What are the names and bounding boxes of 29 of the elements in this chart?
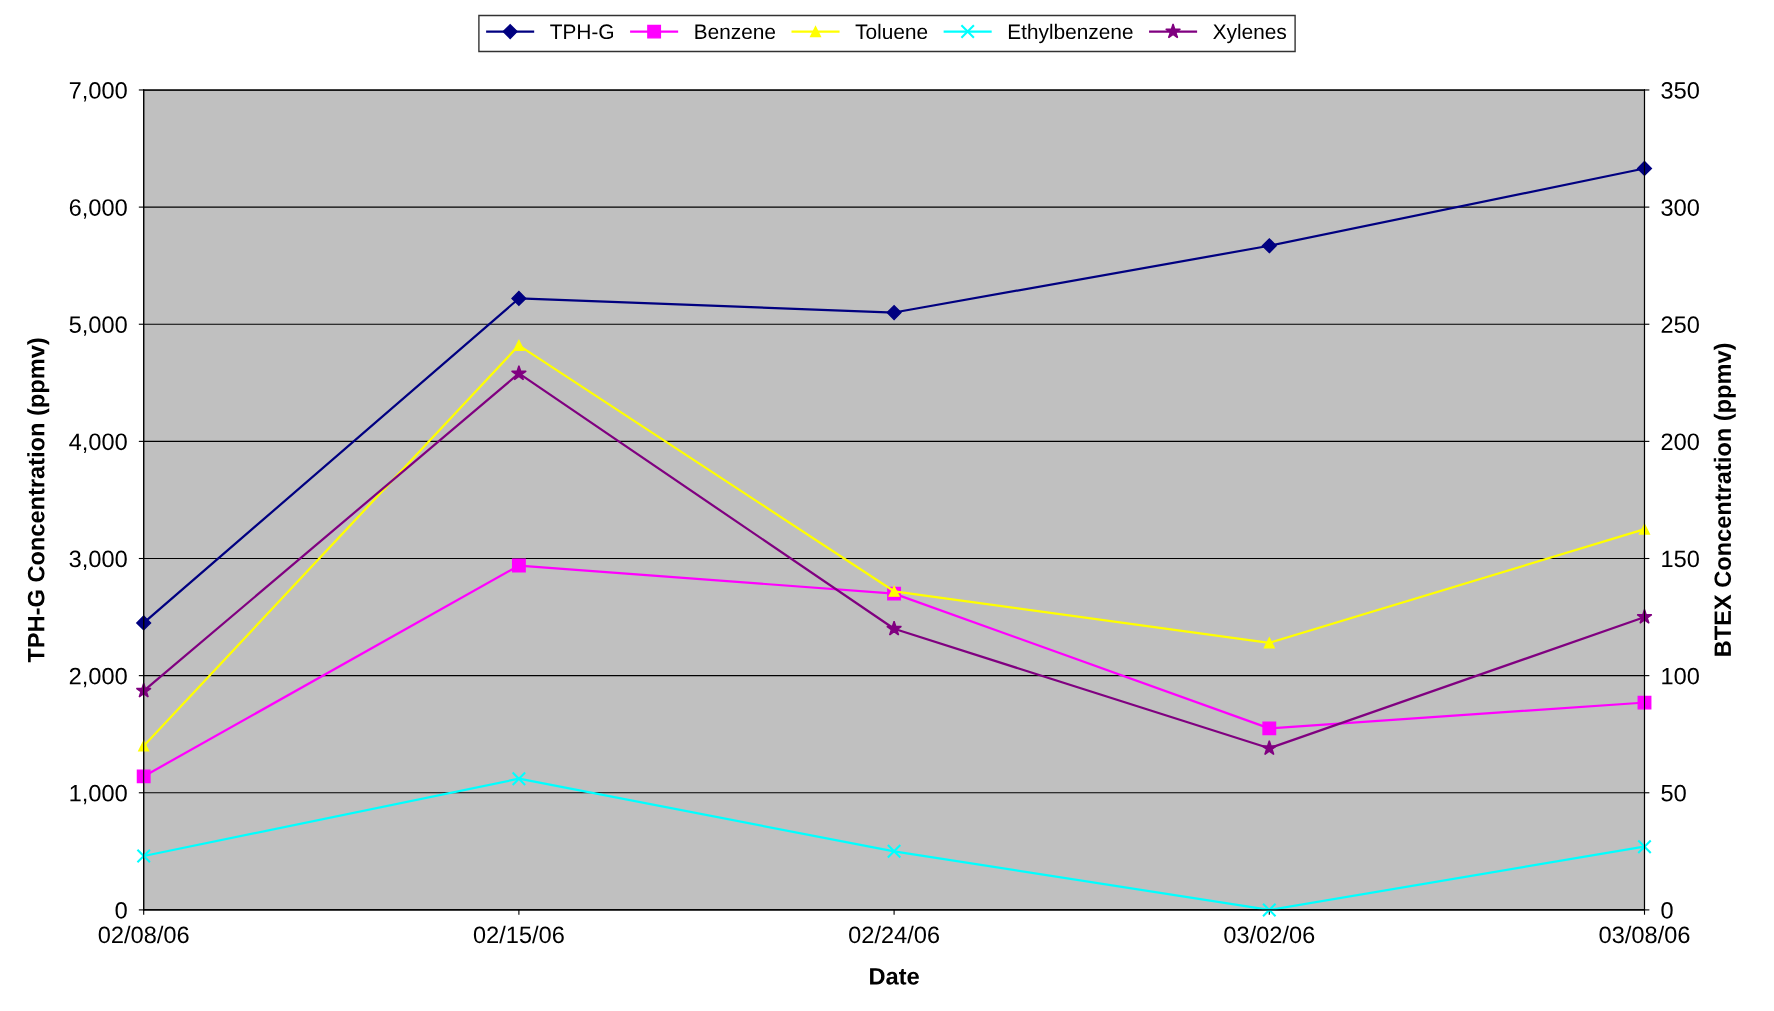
y2-tick-label: 250 xyxy=(1661,316,1699,334)
legend-label: Xylenes xyxy=(1213,23,1287,44)
y2-tick-label: 100 xyxy=(1662,667,1699,685)
y2-tick-label: 300 xyxy=(1661,199,1699,216)
x-tick-label: 02/24/06 xyxy=(849,925,940,944)
legend-label: Ethylbenzene xyxy=(1008,23,1133,44)
y-axis-title: TPH-G Concentration (ppmv) xyxy=(27,338,50,663)
y2-tick-label: 200 xyxy=(1661,433,1699,451)
legend-label: Benzene xyxy=(695,24,776,40)
y-tick-label: 3,000 xyxy=(69,550,127,571)
y-tick-label: 1,000 xyxy=(70,784,127,805)
x-tick-label: 02/08/06 xyxy=(98,925,189,944)
legend-label: Toluene xyxy=(855,23,928,40)
x-tick-label: 02/15/06 xyxy=(473,925,564,944)
x-tick-label: 03/02/06 xyxy=(1224,925,1315,944)
y-tick-label: 0 xyxy=(115,901,127,919)
y2-tick-label: 350 xyxy=(1661,82,1699,99)
y2-axis-title: BTEX Concentration (ppmv) xyxy=(1713,343,1736,656)
y-tick-label: 4,000 xyxy=(69,433,127,453)
legend-label: TPH-G xyxy=(550,24,613,40)
y2-tick-label: 0 xyxy=(1661,901,1673,919)
y-tick-label: 5,000 xyxy=(69,316,127,336)
x-axis-title: Date xyxy=(870,968,919,985)
y2-tick-label: 150 xyxy=(1662,550,1699,568)
y-tick-label: 6,000 xyxy=(69,199,127,219)
y-tick-label: 2,000 xyxy=(69,667,127,688)
y2-tick-label: 50 xyxy=(1661,784,1686,802)
y-tick-label: 7,000 xyxy=(69,82,127,102)
x-tick-label: 03/08/06 xyxy=(1599,925,1690,944)
